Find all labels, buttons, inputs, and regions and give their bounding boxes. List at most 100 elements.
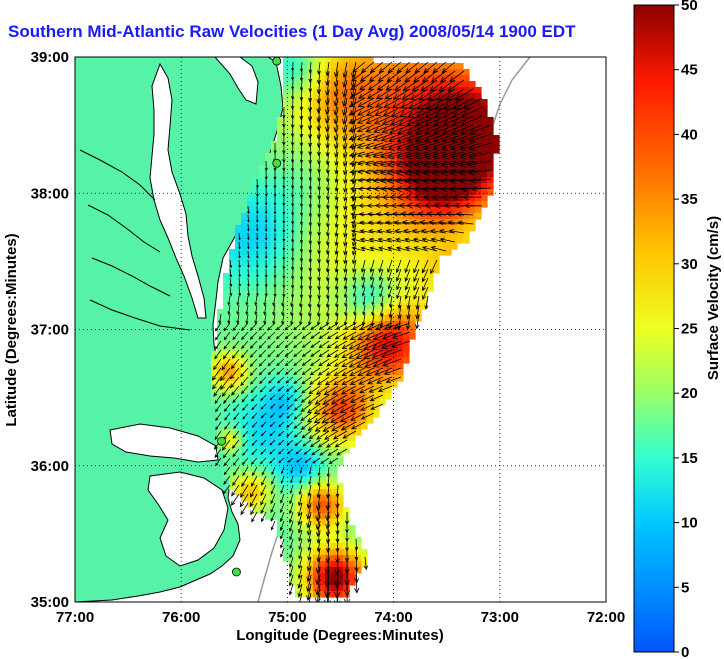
speed-cell xyxy=(277,471,284,478)
speed-cell xyxy=(295,159,302,166)
speed-cell xyxy=(337,99,344,106)
velocity-arrow xyxy=(400,97,420,109)
speed-cell xyxy=(451,93,458,100)
speed-cell xyxy=(241,363,248,370)
velocity-arrow xyxy=(293,358,303,367)
speed-cell xyxy=(325,375,332,382)
speed-cell xyxy=(421,159,428,166)
velocity-arrow xyxy=(328,457,339,464)
speed-cell xyxy=(283,159,290,166)
speed-cell xyxy=(433,255,440,262)
speed-cell xyxy=(415,213,422,220)
speed-cell xyxy=(481,171,488,178)
speed-cell xyxy=(391,363,398,370)
speed-cell xyxy=(427,135,434,142)
speed-cell xyxy=(337,237,344,244)
velocity-arrow xyxy=(366,97,384,108)
velocity-arrow xyxy=(341,340,357,350)
speed-cell xyxy=(295,111,302,118)
velocity-arrow xyxy=(331,385,348,395)
speed-cell xyxy=(313,321,320,328)
speed-cell xyxy=(313,183,320,190)
x-tick-label: 75:00 xyxy=(268,609,306,626)
velocity-arrow xyxy=(351,223,357,238)
speed-cell xyxy=(457,153,464,160)
speed-cell xyxy=(271,231,278,238)
velocity-arrow xyxy=(374,367,393,376)
speed-cell xyxy=(349,141,356,148)
radar-station-marker xyxy=(232,567,241,577)
speed-cell xyxy=(403,111,410,118)
speed-cell xyxy=(271,279,278,286)
velocity-arrow xyxy=(275,340,285,349)
speed-cell xyxy=(337,429,344,436)
velocity-arrow xyxy=(215,403,222,413)
velocity-arrow xyxy=(242,412,249,420)
velocity-arrow xyxy=(422,185,447,193)
velocity-arrow xyxy=(308,385,321,395)
speed-cell xyxy=(259,261,266,268)
speed-cell xyxy=(481,183,488,190)
velocity-arrow xyxy=(260,484,267,497)
speed-cell xyxy=(397,255,404,262)
speed-cell xyxy=(247,453,254,460)
speed-cell xyxy=(289,447,296,454)
speed-cell xyxy=(427,261,434,268)
speed-cell xyxy=(415,123,422,130)
velocity-arrow xyxy=(383,211,402,217)
velocity-arrow xyxy=(280,520,285,531)
velocity-arrow xyxy=(411,228,429,234)
velocity-arrow xyxy=(250,484,258,498)
speed-cell xyxy=(427,111,434,118)
speed-cell xyxy=(481,99,488,106)
velocity-arrow xyxy=(270,493,276,505)
speed-cell xyxy=(277,345,284,352)
velocity-arrow xyxy=(317,466,321,477)
speed-cell xyxy=(313,465,320,472)
speed-cell xyxy=(481,195,488,202)
velocity-arrow xyxy=(241,331,249,341)
velocity-arrow xyxy=(351,187,357,203)
speed-cell xyxy=(313,75,320,82)
velocity-arrow xyxy=(286,394,294,401)
speed-cell xyxy=(295,555,302,562)
velocity-arrow xyxy=(267,322,276,331)
speed-cell xyxy=(391,249,398,256)
speed-cell xyxy=(361,225,368,232)
speed-cell xyxy=(283,201,290,208)
speed-cell xyxy=(373,255,380,262)
speed-cell xyxy=(325,333,332,340)
velocity-arrow xyxy=(334,178,339,192)
speed-cell xyxy=(391,369,398,376)
speed-cell xyxy=(445,189,452,196)
velocity-arrow xyxy=(299,214,304,226)
speed-cell xyxy=(301,99,308,106)
velocity-arrow xyxy=(245,295,249,306)
speed-cell xyxy=(301,129,308,136)
speed-cell xyxy=(421,129,428,136)
velocity-arrow xyxy=(259,457,267,465)
speed-cell xyxy=(253,345,260,352)
velocity-arrow xyxy=(287,457,294,463)
speed-cell xyxy=(313,189,320,196)
velocity-arrow xyxy=(301,385,312,394)
speed-cell xyxy=(367,273,374,280)
speed-cell xyxy=(331,285,338,292)
speed-cell xyxy=(313,549,320,556)
speed-cell xyxy=(331,573,338,580)
speed-cell xyxy=(409,165,416,172)
speed-cell xyxy=(373,207,380,214)
velocity-arrow xyxy=(457,220,474,225)
velocity-arrow xyxy=(373,124,393,133)
speed-cell xyxy=(313,537,320,544)
speed-cell xyxy=(319,255,326,262)
velocity-arrow xyxy=(376,79,393,91)
speed-cell xyxy=(283,261,290,268)
velocity-arrow xyxy=(351,61,366,73)
speed-cell xyxy=(439,249,446,256)
speed-cell xyxy=(331,537,338,544)
velocity-arrow xyxy=(359,394,375,402)
speed-cell xyxy=(265,477,272,484)
velocity-arrow xyxy=(307,394,321,404)
speed-cell xyxy=(379,201,386,208)
